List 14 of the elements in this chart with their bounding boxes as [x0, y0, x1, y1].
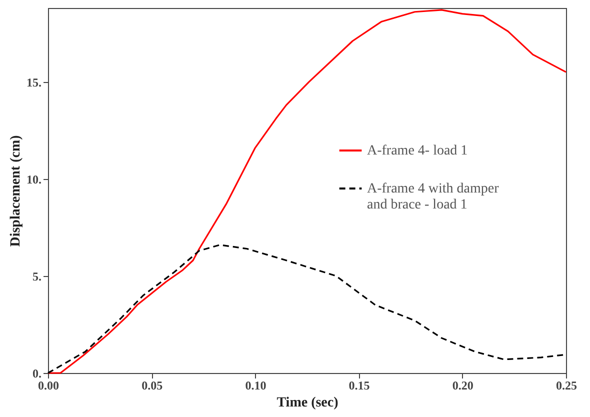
y-tick-label: 0. — [32, 366, 42, 380]
x-tick-label: 0.20 — [452, 378, 474, 392]
x-tick-label: 0.00 — [38, 378, 59, 392]
x-tick-label: 0.15 — [348, 378, 370, 392]
y-tick-label: 15. — [26, 75, 42, 90]
y-tick-label: 5. — [32, 269, 42, 284]
y-tick-label: 10. — [26, 172, 42, 186]
legend-label: A-frame 4- load 1 — [367, 144, 468, 158]
x-tick-label: 0.10 — [245, 378, 266, 392]
x-tick-label: 0.25 — [556, 378, 577, 392]
legend-label: A-frame 4 with damper and brace - load 1 — [367, 182, 500, 212]
x-axis-title: Time (sec) — [276, 396, 339, 410]
x-tick-label: 0.05 — [142, 378, 163, 392]
y-axis-title: Displacement (cm) — [8, 134, 24, 247]
